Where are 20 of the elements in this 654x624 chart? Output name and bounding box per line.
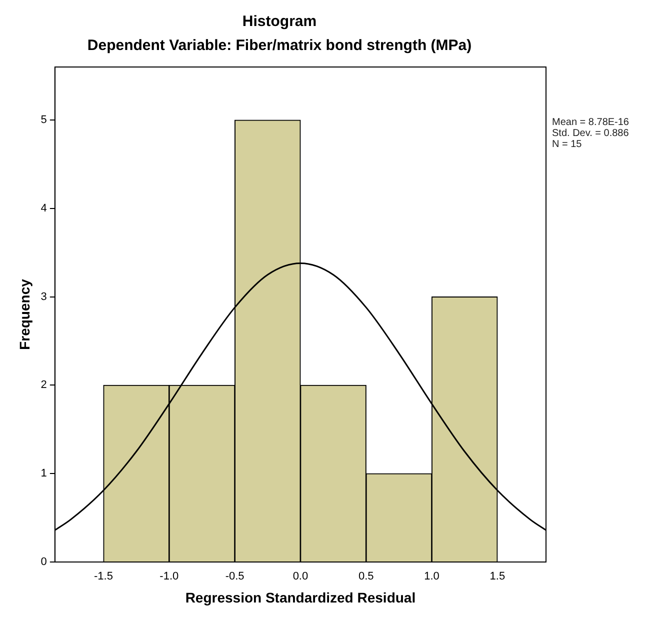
y-axis-title: Frequency	[16, 278, 32, 350]
x-tick-label: 0.5	[358, 570, 374, 583]
text: Mean = 8.78E-16	[552, 116, 630, 128]
x-axis-title: Regression Standardized Residual	[185, 589, 416, 606]
text: Std. Dev. = 0.886	[552, 128, 630, 139]
y-tick-label: 3	[40, 290, 47, 303]
x-tick-label: 1.5	[490, 570, 506, 583]
x-tick-label: 1.0	[424, 570, 440, 583]
text: N = 15	[552, 138, 582, 150]
y-tick-label: 4	[40, 202, 47, 214]
chart-subtitle: Dependent Variable: Fiber/matrix bond strength (MPa)	[87, 37, 472, 54]
y-tick-label: 5	[40, 114, 47, 126]
y-tick-label: 1	[40, 468, 47, 480]
y-tick-label: 0	[40, 556, 47, 568]
x-tick-label: -0.5	[225, 570, 244, 583]
chart-title: Histogram	[242, 13, 317, 30]
x-tick-label: 0.0	[292, 570, 308, 583]
x-tick-label: -1.5	[94, 570, 113, 583]
y-tick-label: 2	[40, 379, 47, 392]
x-tick-label: -1.0	[160, 570, 179, 583]
